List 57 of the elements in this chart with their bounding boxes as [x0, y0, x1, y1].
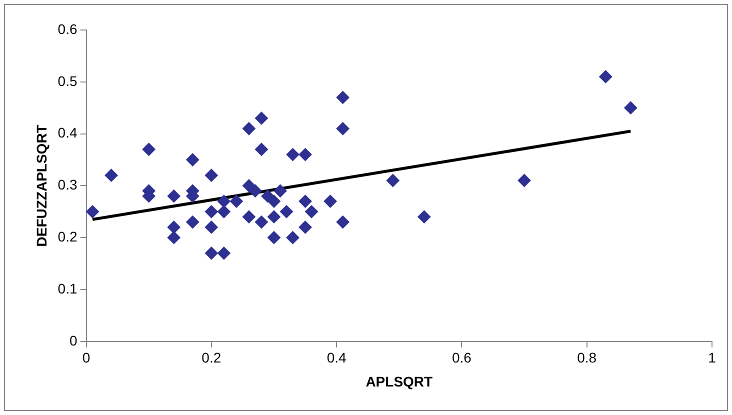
point	[386, 174, 400, 188]
point	[204, 220, 218, 234]
y-axis-title: DEFUZZAPLSQRT	[33, 124, 50, 247]
point	[624, 101, 638, 114]
point	[230, 194, 243, 208]
x-tick-label: 0.8	[577, 350, 597, 366]
point	[274, 184, 287, 198]
point	[336, 90, 350, 104]
point	[298, 194, 312, 208]
point	[186, 216, 200, 229]
y-tick-label: 0.3	[58, 176, 78, 193]
y-tick-label: 0.4	[58, 124, 78, 141]
point	[167, 220, 180, 234]
x-tick-label: 0	[82, 350, 90, 366]
x-tick-label: 0.4	[326, 350, 346, 366]
x-tick-label: 0.2	[202, 350, 222, 366]
point	[267, 231, 280, 244]
point	[217, 246, 230, 260]
point	[298, 148, 312, 162]
y-tick-label: 0.1	[58, 280, 78, 296]
point	[204, 168, 218, 182]
point	[186, 153, 200, 166]
point	[217, 205, 230, 218]
y-tick-label: 0.5	[58, 72, 78, 89]
point	[286, 148, 300, 162]
point	[418, 210, 431, 224]
x-tick-label: 1	[708, 350, 716, 366]
point	[280, 205, 293, 218]
point	[599, 70, 612, 84]
point	[167, 231, 180, 244]
point	[217, 194, 230, 208]
point	[167, 190, 180, 203]
point	[248, 184, 262, 198]
point	[204, 246, 218, 260]
y-tick-label: 0.6	[58, 20, 78, 37]
point	[242, 122, 256, 136]
point	[305, 205, 318, 218]
y-tick-label: 0	[69, 332, 78, 348]
point	[254, 142, 268, 156]
point	[254, 216, 268, 229]
point	[242, 210, 256, 224]
point	[336, 122, 350, 136]
point	[267, 194, 280, 208]
point	[267, 210, 280, 224]
x-axis-title: APLSQRT	[366, 373, 434, 390]
point	[142, 142, 156, 156]
point	[254, 112, 268, 125]
x-tick-label: 0.6	[452, 350, 472, 366]
point	[336, 216, 350, 229]
point	[86, 205, 100, 218]
point	[104, 168, 118, 182]
y-tick-label: 0.2	[58, 228, 78, 244]
point	[518, 174, 531, 188]
point	[204, 205, 218, 218]
point	[324, 194, 337, 208]
point	[286, 231, 300, 244]
point	[298, 220, 312, 234]
